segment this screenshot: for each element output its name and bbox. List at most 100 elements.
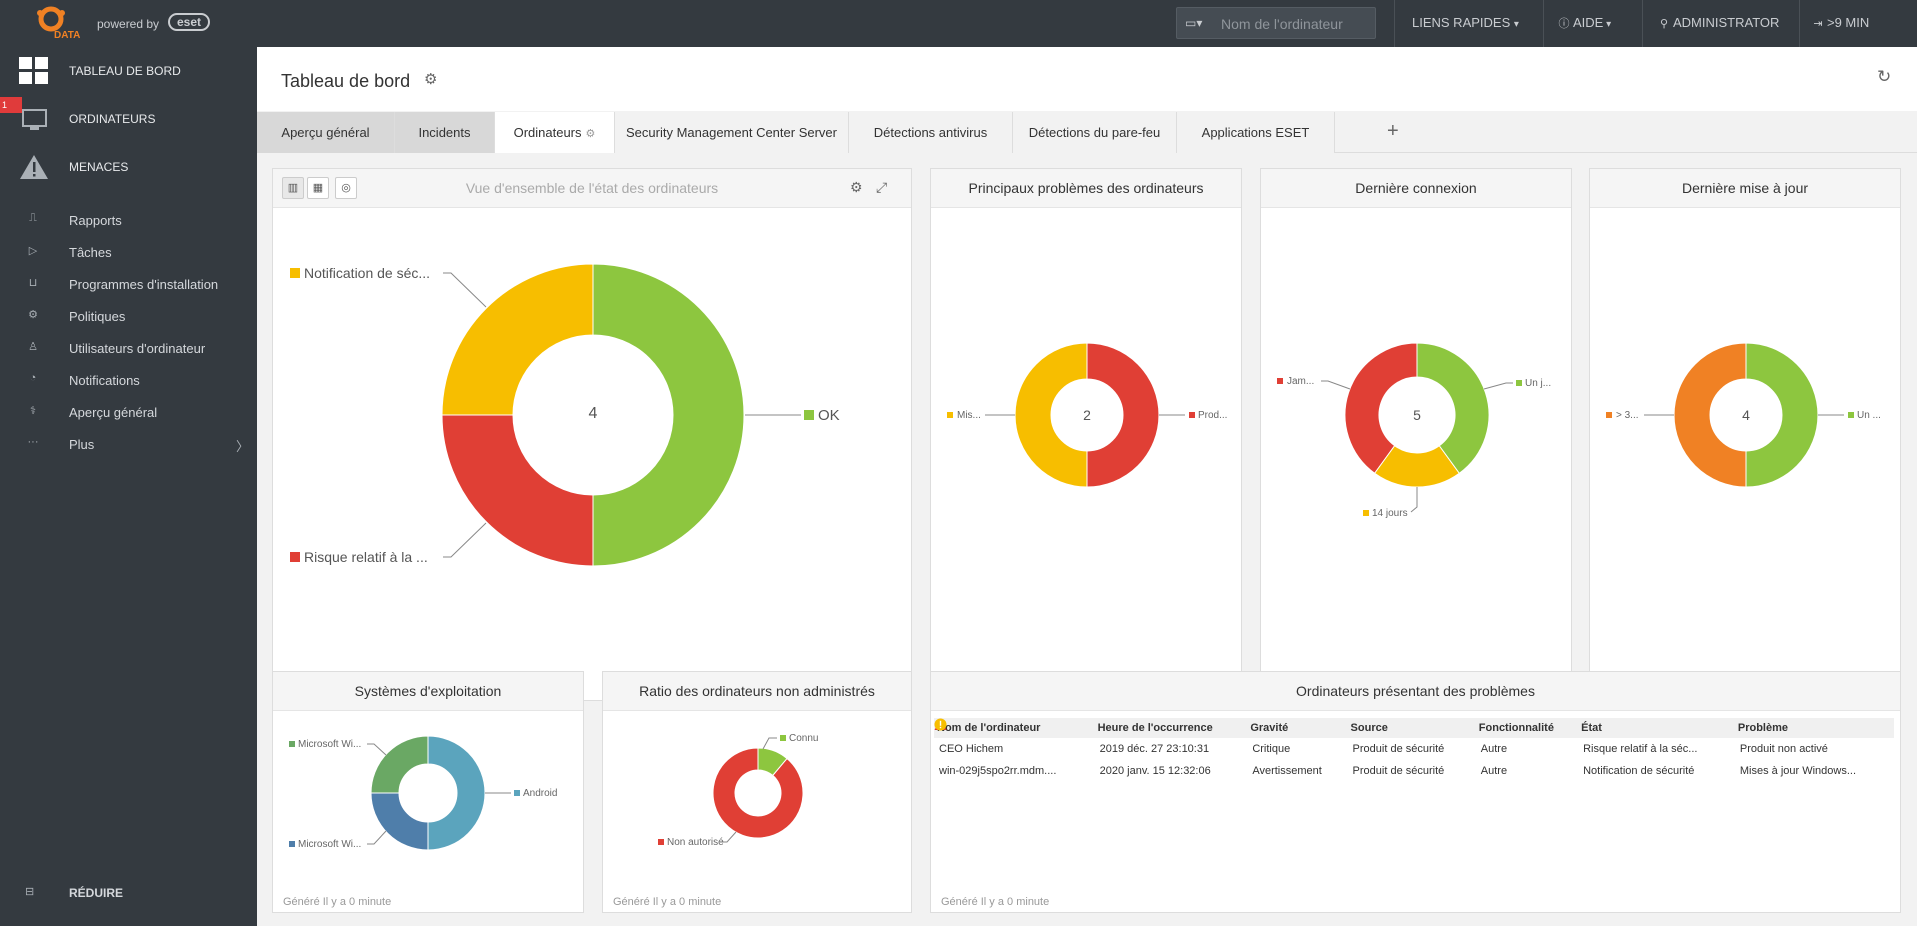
donut-slice[interactable] — [370, 792, 429, 851]
table-icon[interactable]: ▦ — [307, 177, 329, 199]
gear-icon[interactable]: ⚙ — [424, 71, 438, 88]
slice-label-top: Connu — [789, 733, 818, 744]
tab-antivirus-detections[interactable]: Détections antivirus — [849, 112, 1013, 153]
tab-eset-applications[interactable]: Applications ESET — [1177, 112, 1335, 153]
widget-computer-status: Vue d'ensemble de l'état des ordinateurs… — [272, 168, 912, 701]
donut-slice[interactable] — [370, 735, 429, 794]
cell-problem: Produit non activé — [1739, 743, 1828, 755]
installer-icon: ⊔ — [28, 277, 38, 289]
donut-slice[interactable] — [427, 735, 486, 851]
slice-label-bottom: Microsoft Wi... — [298, 839, 361, 850]
sidebar-item-tasks[interactable]: ▷ Tâches — [0, 236, 257, 268]
sidebar-item-computers[interactable]: ORDINATEURS — [0, 95, 257, 143]
logout-button[interactable]: ⇥ >9 MIN — [1812, 15, 1869, 30]
cell-problem: Mises à jour Windows... — [1739, 765, 1857, 777]
table-row[interactable]: win-029j5spo2rr.mdm.... 2020 janv. 15 12… — [934, 718, 1894, 782]
add-tab-icon[interactable]: + — [1387, 120, 1399, 142]
donut-slice[interactable] — [441, 414, 594, 567]
slice-label-left: Jam... — [1287, 376, 1314, 387]
tab-incidents[interactable]: Incidents — [395, 112, 495, 153]
sidebar-item-label: Rapports — [69, 213, 122, 228]
column-header[interactable]: Nom de l'ordinateur — [934, 718, 1095, 738]
legend-swatch — [804, 410, 814, 420]
donut-slice[interactable] — [1086, 342, 1160, 488]
legend-swatch — [1606, 412, 1612, 418]
donut-slice[interactable] — [1344, 342, 1418, 474]
column-header[interactable]: Heure de l'occurrence — [1094, 718, 1248, 738]
donut-slice[interactable] — [592, 263, 745, 567]
cell-severity: Critique — [934, 718, 1347, 760]
page-header: Tableau de bord ⚙ ↻ — [257, 47, 1917, 111]
chevron-down-icon: ▾ — [1603, 19, 1612, 30]
dashboard-icon — [18, 57, 50, 85]
legend-swatch — [1848, 412, 1854, 418]
sidebar-item-policies[interactable]: ⚙ Politiques — [0, 300, 257, 332]
sidebar-item-label: Tâches — [69, 245, 112, 260]
donut-slice[interactable] — [1416, 342, 1490, 474]
donut-slice[interactable] — [1673, 342, 1747, 488]
sidebar-item-threats[interactable]: MENACES — [0, 143, 257, 191]
sidebar-item-notifications[interactable]: ◔ Notifications — [0, 364, 257, 396]
divider — [1642, 0, 1643, 47]
user-label: ADMINISTRATOR — [1673, 15, 1780, 30]
tab-computers[interactable]: Ordinateurs ⚙ — [495, 112, 615, 153]
donut-slice[interactable] — [757, 747, 788, 777]
legend-swatch — [947, 412, 953, 418]
sidebar-item-more[interactable]: ··· Plus 〉 — [0, 428, 257, 460]
slice-label-bottom: Non autorisé — [667, 837, 724, 848]
column-header[interactable]: Problème — [1734, 718, 1894, 738]
sidebar-item-label: Politiques — [69, 309, 126, 324]
tab-smc-server[interactable]: Security Management Center Server — [615, 112, 849, 153]
donut-center-value: 4 — [1742, 407, 1750, 423]
gear-icon[interactable]: ⚙ — [850, 179, 863, 195]
sidebar-item-label: MENACES — [69, 160, 129, 174]
sidebar-item-overview[interactable]: ⚕ Aperçu général — [0, 396, 257, 428]
chart-unmanaged-ratio: Connu Non autorisé — [658, 733, 818, 848]
computer-search: ▭▾ — [1176, 7, 1376, 39]
donut-slice[interactable] — [712, 747, 804, 839]
sidebar-item-computer-users[interactable]: ♙ Utilisateurs d'ordinateur — [0, 332, 257, 364]
leader-line — [1410, 487, 1418, 513]
company-logo[interactable]: DATA — [26, 4, 94, 42]
sidebar-item-dashboard[interactable]: TABLEAU DE BORD — [0, 47, 257, 95]
donut-slice[interactable] — [1745, 342, 1819, 488]
sidebar-item-installers[interactable]: ⊔ Programmes d'installation — [0, 268, 257, 300]
leader-line — [367, 743, 387, 756]
column-header[interactable]: Source — [1347, 718, 1476, 738]
leader-line — [1483, 382, 1513, 390]
search-input[interactable] — [1221, 14, 1371, 34]
cell-name: win-029j5spo2rr.mdm.... — [939, 765, 1057, 777]
sidebar-item-reports[interactable]: ⎍ Rapports — [0, 204, 257, 236]
sidebar-item-label: Plus — [69, 437, 95, 452]
svg-text:DATA: DATA — [54, 30, 80, 41]
computer-search-icon[interactable]: ▭▾ — [1185, 16, 1203, 30]
quick-links-menu[interactable]: LIENS RAPIDES ▾ — [1412, 15, 1519, 30]
table-row[interactable]: CEO Hichem 2019 déc. 27 23:10:31 Critiqu… — [934, 718, 1894, 760]
donut-slice[interactable] — [1014, 342, 1088, 488]
help-menu[interactable]: ⓘ AIDE ▾ — [1558, 15, 1612, 31]
expand-icon[interactable]: ⤢ — [876, 179, 888, 195]
tab-overview[interactable]: Aperçu général — [257, 112, 395, 153]
leader-line — [367, 830, 387, 845]
bell-icon: ◔ — [29, 372, 37, 384]
widget-title: Systèmes d'exploitation — [273, 672, 583, 711]
slice-label-notification: Notification de séc... — [304, 265, 430, 281]
collapse-sidebar-button[interactable]: ⊟ RÉDUIRE — [0, 873, 257, 913]
user-menu[interactable]: ⚲ ADMINISTRATOR — [1658, 15, 1779, 30]
bar-chart-icon[interactable]: ▥ — [282, 177, 304, 199]
gear-icon[interactable]: ⚙ — [585, 128, 596, 140]
donut-slice[interactable] — [441, 263, 594, 416]
tab-firewall-detections[interactable]: Détections du pare-feu — [1013, 112, 1177, 153]
column-header[interactable]: Fonctionnalité — [1475, 718, 1579, 738]
column-header[interactable]: État — [1578, 718, 1735, 738]
chart-type-icon[interactable]: ◎ — [335, 177, 357, 199]
legend-swatch — [1363, 510, 1369, 516]
refresh-icon[interactable]: ↻ — [1877, 67, 1892, 86]
legend-swatch — [1277, 378, 1283, 384]
chart-top-problems: Prod... Mis... — [947, 342, 1227, 488]
divider — [1799, 0, 1800, 47]
column-header[interactable]: Gravité — [1247, 718, 1348, 738]
chart-last-connection: Un j... Jam... 14 jours — [1277, 342, 1551, 519]
sidebar: TABLEAU DE BORD ORDINATEURS 1 MENACES ⎍ … — [0, 47, 257, 926]
donut-slice[interactable] — [1373, 445, 1461, 488]
